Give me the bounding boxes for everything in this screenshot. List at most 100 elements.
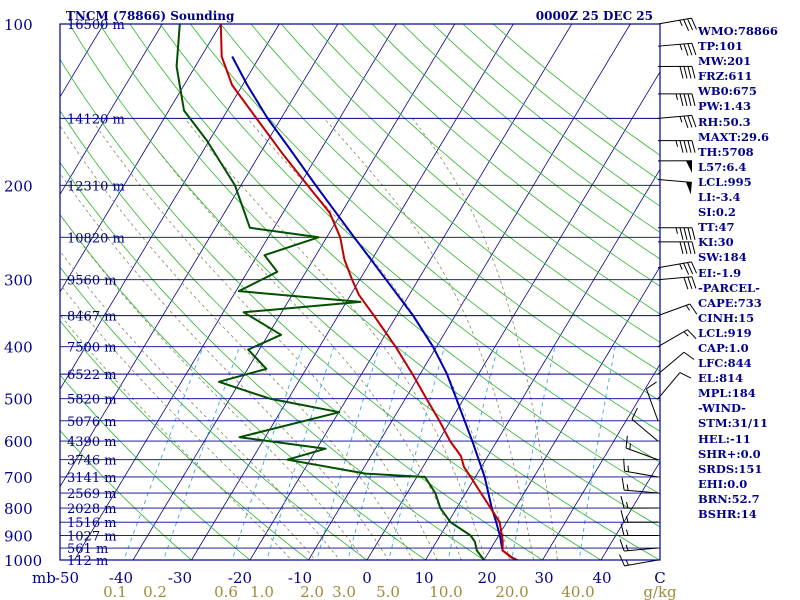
pressure-tick-label: 300 [4,272,33,290]
index-line: WMO:78866 [698,24,778,38]
index-line: TH:5708 [698,144,754,159]
wind-barb [657,241,696,255]
index-line: FRZ:611 [698,69,753,84]
index-line: LCL:919 [698,325,752,340]
height-label: 10820 m [67,231,125,246]
mixing-ratio-line [316,346,380,560]
isotherm-line [425,168,660,560]
temperature-tick-label: 30 [534,569,553,587]
height-label: 6522 m [67,368,117,383]
index-line: L57:6.4 [698,159,747,174]
temperature-tick-label: 10 [414,569,433,587]
wind-barb [657,261,697,275]
temperature-tick-label: -50 [55,569,79,587]
wind-barb [657,114,697,128]
height-label: 2569 m [67,487,117,502]
pressure-tick-label: 800 [4,500,33,518]
mixing-ratio-tick-label: 40.0 [561,583,594,600]
temperature-tick-label: 20 [477,569,496,587]
dry-adiabat-line [250,24,660,372]
height-label: 2028 m [67,502,117,517]
height-label: 14120 m [67,112,125,127]
dry-adiabat-line [129,24,660,495]
index-line: HEL:-11 [698,431,751,446]
index-line: CAP:1.0 [698,340,749,355]
mixing-ratio-tick-label: 2.0 [300,583,324,600]
dry-adiabat-line [371,24,660,260]
index-line: LFC:844 [698,356,752,371]
index-line: SHR+:0.0 [698,446,761,461]
wind-barb [657,160,693,173]
wind-barb [631,407,659,442]
isotherm-line [191,24,514,560]
mixing-ratio-tick-label: 20.0 [495,583,528,600]
mixing-ratio-tick-label: 5.0 [376,583,400,600]
pressure-tick-label: 600 [4,433,33,451]
height-label: 5820 m [67,393,117,408]
pressure-axis-label: mb [32,569,56,587]
index-line: BRN:52.7 [698,491,760,506]
temperature-trace [219,24,520,560]
mixing-ratio-line [123,346,204,560]
temperature-tick-label: -10 [288,569,312,587]
isotherm-line [60,24,222,293]
mixing-ratio-line [163,346,241,560]
dry-adiabat-line [68,24,660,560]
pressure-tick-label: 700 [4,469,33,487]
dewpoint-trace [175,24,487,560]
height-label: 12310 m [67,179,125,194]
wind-barb [657,329,697,348]
height-label: 1516 m [67,516,117,531]
height-label: 1027 m [67,529,117,544]
index-line: TP:101 [698,39,744,54]
mixing-ratio-line [578,346,616,560]
wind-barb [657,372,692,399]
mixing-ratio-line [511,346,556,560]
index-line: SI:0.2 [698,205,736,220]
wind-barb [657,17,697,31]
dry-adiabat-line [60,58,602,560]
wind-barb [657,140,696,153]
mixing-ratio-line [266,346,335,560]
wind-barb [657,303,698,317]
isotherm-line [308,24,631,560]
dry-adiabat-line [60,374,251,560]
index-line: SRDS:151 [698,461,763,476]
index-line: SW:184 [698,250,747,265]
wind-barb [620,523,659,536]
height-label: 561 m [67,542,108,557]
index-line: MW:201 [698,54,752,69]
index-line: PW:1.43 [698,99,752,114]
dry-adiabat-line [60,161,485,560]
wind-barbs [619,17,698,567]
stability-indices-panel: WMO:78866 TP:101 MW:201 FRZ:611 WB0:675 PW:1.… [698,24,798,522]
pressure-tick-label: 1000 [4,552,42,570]
pressure-tick-label: 400 [4,339,33,357]
mixing-ratio-tick-label: 0.2 [143,583,167,600]
wind-barb [623,458,659,478]
wind-barb [645,381,659,422]
mixing-ratio-tick-label: 0.6 [214,583,238,600]
height-label: 5076 m [67,415,117,430]
wind-barb [619,539,659,552]
index-line: MAXT:29.6 [698,129,769,144]
dry-adiabat-line [99,24,660,528]
height-label: 3141 m [67,471,117,486]
pressure-tick-label: 100 [4,16,33,34]
index-line: -WIND- [698,401,746,416]
index-line: EHI:0.0 [698,476,748,491]
height-label: 16500 m [67,18,125,33]
temperature-tick-label: 0 [362,569,372,587]
index-line: EI:-1.9 [698,265,742,280]
isotherm-line [60,24,339,488]
index-line: CAPE:733 [698,295,762,310]
wind-barb [657,93,696,106]
mixing-ratio-line [347,346,408,560]
index-line: MPL:184 [698,386,756,401]
index-line: -PARCEL- [698,280,760,295]
index-line: KI:30 [698,235,734,250]
dry-adiabat-line [341,24,660,287]
index-line: EL:814 [698,371,744,386]
index-line: WB0:675 [698,84,757,99]
